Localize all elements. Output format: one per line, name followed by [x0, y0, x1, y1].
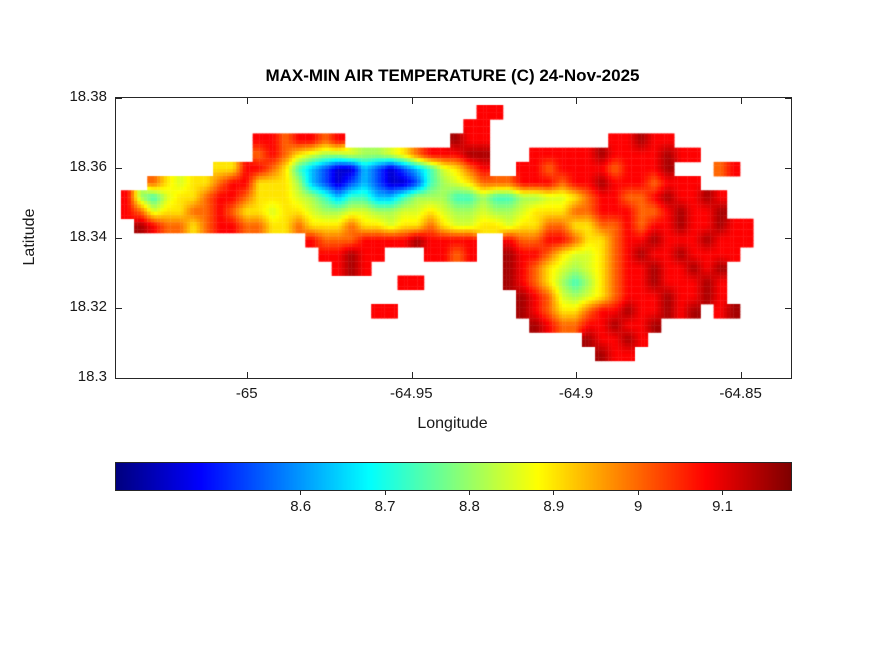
colorbar-gradient-canvas: [116, 463, 791, 490]
y-tick-mark: [116, 167, 122, 169]
colorbar-tick-label: 9.1: [712, 498, 733, 515]
y-tick-mark: [785, 377, 791, 379]
colorbar-tick-label: 9: [633, 498, 643, 515]
x-tick-mark: [411, 98, 413, 104]
x-tick-mark: [576, 372, 578, 378]
colorbar-tick-label: 8.9: [543, 498, 565, 515]
colorbar-tick-mark: [384, 491, 386, 495]
y-tick-mark: [785, 237, 791, 239]
colorbar-tick-mark: [468, 491, 470, 495]
x-axis-label: Longitude: [417, 415, 488, 432]
y-tick-mark: [116, 377, 122, 379]
x-tick-mark: [247, 372, 249, 378]
x-tick-label: -65: [235, 385, 258, 402]
colorbar-tick-label: 8.7: [374, 498, 396, 515]
y-tick-label: 18.36: [69, 158, 107, 175]
y-tick-mark: [116, 97, 122, 99]
x-tick-mark: [741, 98, 743, 104]
colorbar-tick-label: 8.8: [458, 498, 480, 515]
colorbar-tick-mark: [637, 491, 639, 495]
colorbar-tick-mark: [722, 491, 723, 495]
x-tick-mark: [411, 372, 413, 378]
y-tick-label: 18.38: [69, 88, 107, 105]
temperature-heatmap-canvas: [116, 98, 791, 378]
y-tick-mark: [785, 307, 791, 309]
y-tick-mark: [785, 167, 791, 169]
x-tick-mark: [247, 98, 249, 104]
y-tick-mark: [116, 237, 122, 239]
colorbar-tick-mark: [300, 491, 302, 495]
colorbar-tick-label: 8.6: [290, 498, 312, 515]
x-tick-label: -64.85: [719, 385, 762, 402]
x-tick-label: -64.95: [390, 385, 433, 402]
x-tick-mark: [741, 372, 743, 378]
y-tick-label: 18.34: [69, 228, 107, 245]
plot-title: MAX-MIN AIR TEMPERATURE (C) 24-Nov-2025: [265, 66, 640, 85]
y-tick-mark: [116, 307, 122, 309]
x-tick-label: -64.9: [558, 385, 594, 402]
y-axis-label: Latitude: [21, 208, 38, 266]
x-tick-mark: [576, 98, 578, 104]
y-tick-label: 18.32: [69, 298, 107, 315]
colorbar: [115, 462, 792, 491]
y-tick-mark: [785, 97, 791, 99]
colorbar-tick-mark: [553, 491, 555, 495]
plot-area: [115, 97, 792, 379]
y-tick-label: 18.3: [77, 368, 107, 385]
